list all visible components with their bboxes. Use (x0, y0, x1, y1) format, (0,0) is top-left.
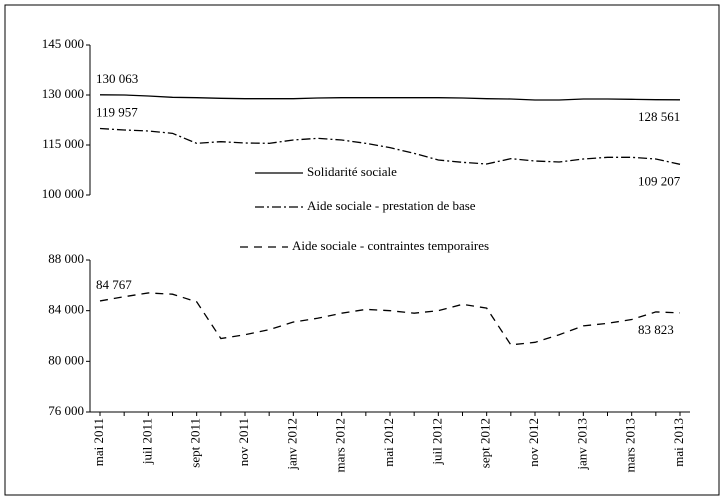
y-tick-label: 88 000 (48, 251, 84, 266)
legend-label: Aide sociale - contraintes temporaires (292, 238, 489, 253)
x-tick-label: janv 2013 (574, 418, 589, 471)
data-label: 84 767 (96, 277, 132, 292)
y-tick-label: 80 000 (48, 352, 84, 367)
y-tick-label: 130 000 (42, 86, 84, 101)
x-tick-label: nov 2012 (526, 418, 541, 467)
x-tick-label: mai 2013 (671, 418, 686, 467)
x-tick-label: mai 2011 (91, 418, 106, 466)
x-tick-label: sept 2011 (188, 418, 203, 468)
x-tick-label: sept 2012 (478, 418, 493, 468)
y-tick-label: 115 000 (42, 136, 84, 151)
x-tick-label: juil 2012 (429, 418, 444, 466)
y-tick-label: 76 000 (48, 403, 84, 418)
series-line (99, 127, 681, 165)
series-line (99, 292, 681, 346)
frame (4, 4, 720, 496)
data-label: 128 561 (638, 109, 680, 124)
y-tick-label: 84 000 (48, 302, 84, 317)
data-label: 130 063 (96, 71, 138, 86)
data-label: 109 207 (638, 173, 681, 188)
series-line (99, 94, 681, 101)
x-tick-label: mars 2013 (623, 418, 638, 473)
x-tick-label: nov 2011 (236, 418, 251, 466)
y-tick-label: 145 000 (42, 36, 84, 51)
x-tick-label: mai 2012 (381, 418, 396, 467)
data-label: 119 957 (96, 104, 138, 119)
legend-label: Aide sociale - prestation de base (307, 198, 476, 213)
x-tick-label: juil 2011 (139, 418, 154, 465)
data-label: 83 823 (638, 322, 674, 337)
x-tick-label: janv 2012 (284, 418, 299, 471)
y-tick-label: 100 000 (42, 186, 84, 201)
x-tick-label: mars 2012 (333, 418, 348, 473)
legend-label: Solidarité sociale (307, 164, 397, 179)
